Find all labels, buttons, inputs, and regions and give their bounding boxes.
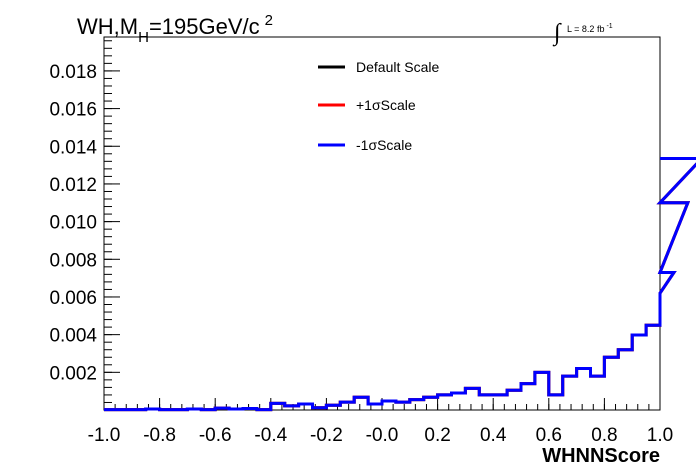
histogram-bin <box>493 395 507 410</box>
y-tick-label: 0.014 <box>49 137 97 158</box>
x-tick-label: -0.2 <box>310 425 343 446</box>
histogram-bin <box>313 408 327 410</box>
histogram-bin <box>285 406 299 410</box>
lumi-integral-sign: ∫ <box>552 20 562 47</box>
legend-label-default-scale: Default Scale <box>356 59 439 75</box>
histogram-bin <box>229 409 243 410</box>
histogram-bin <box>646 325 660 410</box>
histogram-bin <box>215 408 229 410</box>
histogram-bin <box>618 350 632 410</box>
y-axis-tick-labels: 0.002 0.004 0.006 0.008 0.010 0.012 0.014 0.016… <box>49 62 97 384</box>
histogram-bin <box>299 404 313 410</box>
histogram-bin <box>410 400 424 410</box>
histogram-bin <box>271 403 285 410</box>
histogram-bin <box>479 395 493 410</box>
histogram-bin <box>368 404 382 410</box>
x-tick-label: -0.0 <box>366 425 399 446</box>
histogram-bin <box>632 335 646 410</box>
legend-label-minus-sigma-scale: -1σScale <box>356 137 412 153</box>
chart-title-prefix: WH,M <box>77 14 138 39</box>
histogram-bin <box>354 397 368 410</box>
y-tick-label: 0.002 <box>49 363 97 384</box>
histogram-bin <box>424 397 438 410</box>
x-axis-label: WHNNScore <box>542 445 660 467</box>
histogram-bin <box>549 395 563 410</box>
series-layer <box>104 157 696 412</box>
x-tick-label: 0.2 <box>424 425 450 446</box>
y-tick-label: 0.016 <box>49 100 97 121</box>
histogram-bin <box>521 384 535 410</box>
legend-item-minus-sigma-scale: -1σScale <box>318 137 412 153</box>
histogram-bin <box>340 402 354 410</box>
histogram-bin <box>243 408 257 410</box>
histogram-line <box>104 157 696 412</box>
x-tick-label: -0.4 <box>254 425 287 446</box>
legend-item-default-scale: Default Scale <box>318 59 439 75</box>
x-axis-tick-labels: -1.0 -0.8 -0.6 -0.4 -0.2 -0.0 0.2 0.4 0.6 0.8 1.0 <box>88 425 674 446</box>
histogram-bin <box>465 388 479 410</box>
y-tick-label: 0.010 <box>49 213 97 234</box>
histogram-bin <box>452 393 466 410</box>
x-tick-label: 0.8 <box>591 425 617 446</box>
histogram-bin <box>604 357 618 410</box>
lumi-text: L = 8.2 fb <box>567 24 604 34</box>
x-tick-label: 1.0 <box>647 425 673 446</box>
histogram-bin <box>396 402 410 410</box>
y-axis-ticks <box>104 40 120 403</box>
legend-label-plus-sigma-scale: +1σScale <box>356 97 416 113</box>
x-tick-label: -0.6 <box>199 425 232 446</box>
histogram-bin <box>438 395 452 410</box>
histogram-bin <box>563 376 577 410</box>
histogram-bin <box>326 405 340 410</box>
histogram-bin <box>591 376 605 410</box>
histogram-bin <box>146 409 160 410</box>
legend: Default Scale +1σScale -1σScale <box>318 59 439 153</box>
histogram-bin <box>507 390 521 410</box>
y-tick-label: 0.008 <box>49 250 97 271</box>
y-tick-label: 0.004 <box>49 326 97 347</box>
y-tick-label: 0.018 <box>49 62 97 83</box>
histogram-bin <box>187 409 201 410</box>
legend-item-plus-sigma-scale: +1σScale <box>318 97 416 113</box>
histogram-bin <box>577 369 591 410</box>
x-tick-label: 0.4 <box>480 425 507 446</box>
x-tick-label: 0.6 <box>536 425 562 446</box>
chart-title-superscript: 2 <box>265 12 273 29</box>
histogram-bin <box>535 372 549 410</box>
series-minus-sigma-scale <box>104 157 696 412</box>
x-tick-label: -1.0 <box>88 425 121 446</box>
histogram-bin <box>382 401 396 410</box>
y-tick-label: 0.006 <box>49 288 97 309</box>
y-tick-label: 0.012 <box>49 175 97 196</box>
x-tick-label: -0.8 <box>143 425 176 446</box>
lumi-annotation: L = 8.2 fb -1 <box>567 23 613 34</box>
lumi-superscript: -1 <box>606 23 612 30</box>
chart-title-rest: =195GeV/c <box>149 14 260 39</box>
